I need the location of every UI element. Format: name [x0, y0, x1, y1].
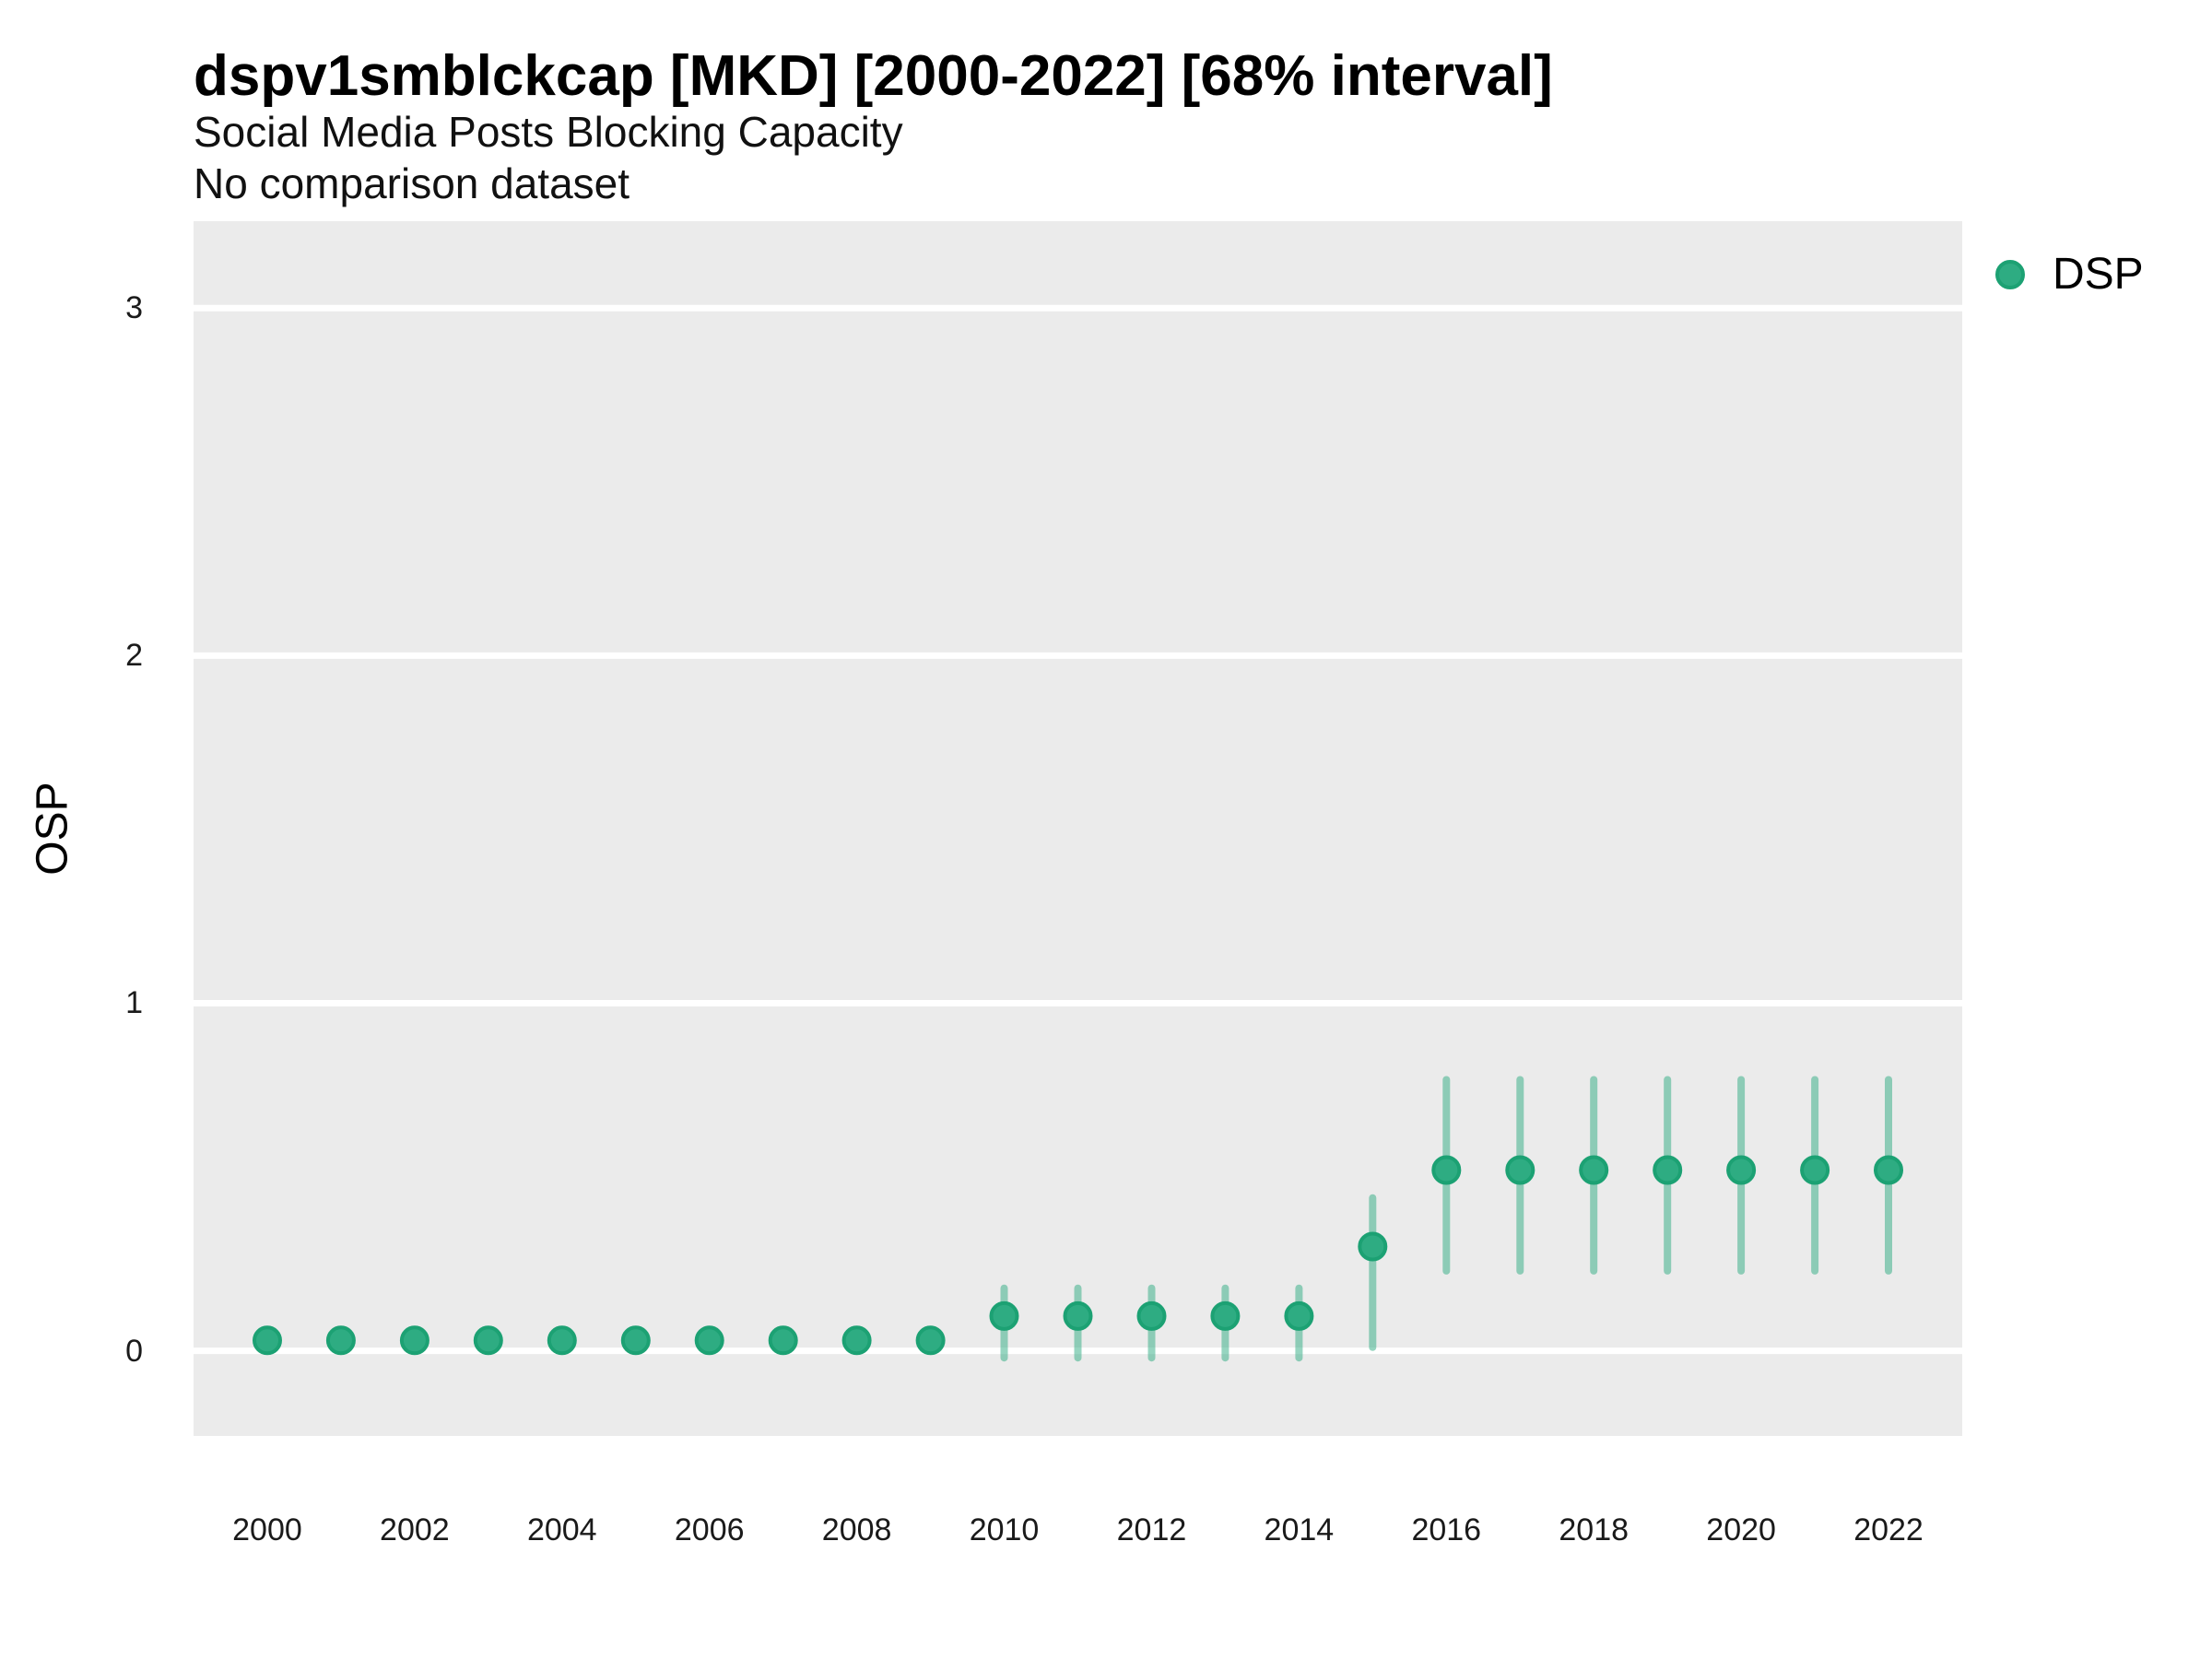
x-tick-label-2016: 2016 [1411, 1512, 1482, 1547]
y-axis-title: OSP [28, 782, 77, 876]
data-point-2004 [547, 1325, 577, 1356]
plot-panel [194, 221, 1962, 1436]
plot-panel-svg [194, 304, 1962, 1362]
x-tick-label-2018: 2018 [1559, 1512, 1630, 1547]
data-point-2013 [1210, 1300, 1241, 1331]
data-point-2019 [1653, 1155, 1683, 1185]
data-point-2005 [620, 1325, 651, 1356]
data-point-2016 [1431, 1155, 1462, 1185]
x-tick-label-2014: 2014 [1264, 1512, 1335, 1547]
data-point-2011 [1063, 1300, 1093, 1331]
y-tick-label-1: 1 [125, 985, 143, 1021]
x-tick-label-2020: 2020 [1706, 1512, 1776, 1547]
data-point-2010 [989, 1300, 1019, 1331]
data-point-2002 [399, 1325, 429, 1356]
x-tick-label-2012: 2012 [1116, 1512, 1187, 1547]
chart-note: No comparison dataset [194, 159, 630, 207]
legend-label: DSP [2053, 250, 2144, 299]
data-point-2012 [1136, 1300, 1167, 1331]
x-tick-label-2008: 2008 [821, 1512, 892, 1547]
data-point-2006 [694, 1325, 724, 1356]
data-point-2017 [1505, 1155, 1535, 1185]
data-point-2018 [1579, 1155, 1609, 1185]
data-point-2001 [325, 1325, 356, 1356]
x-tick-label-2010: 2010 [969, 1512, 1040, 1547]
data-point-2014 [1284, 1300, 1314, 1331]
x-tick-label-2002: 2002 [380, 1512, 450, 1547]
legend: DSP [1992, 253, 2144, 297]
x-tick-label-2004: 2004 [526, 1512, 597, 1547]
x-tick-label-2022: 2022 [1853, 1512, 1924, 1547]
y-tick-label-2: 2 [125, 638, 143, 674]
y-tick-label-0: 0 [125, 1333, 143, 1369]
y-tick-label-3: 3 [125, 290, 143, 326]
data-point-2021 [1800, 1155, 1830, 1185]
chart-subtitle: Social Media Posts Blocking Capacity [194, 108, 903, 156]
data-point-2022 [1874, 1155, 1903, 1185]
data-point-2015 [1358, 1231, 1388, 1262]
legend-point-icon [1995, 260, 2025, 289]
data-point-2000 [253, 1325, 282, 1356]
x-tick-label-2006: 2006 [674, 1512, 745, 1547]
chart-title: dspv1smblckcap [MKD] [2000-2022] [68% in… [194, 44, 1553, 108]
data-point-2009 [915, 1325, 946, 1356]
x-tick-label-2000: 2000 [232, 1512, 302, 1547]
data-point-2007 [768, 1325, 798, 1356]
data-point-2008 [841, 1325, 872, 1356]
data-point-2003 [473, 1325, 503, 1356]
data-point-2020 [1726, 1155, 1757, 1185]
